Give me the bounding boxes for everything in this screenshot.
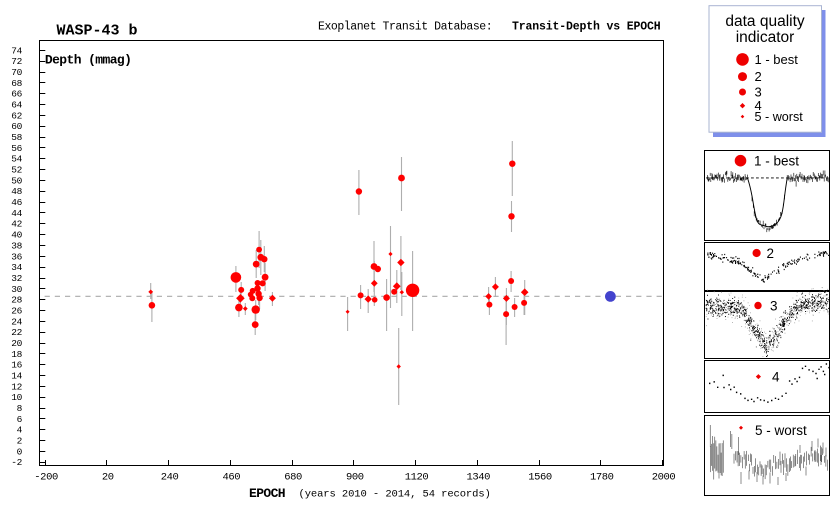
svg-text:Depth (mmag): Depth (mmag): [45, 53, 131, 68]
svg-text:indicator: indicator: [736, 29, 795, 46]
svg-text:42: 42: [11, 219, 22, 230]
svg-text:34: 34: [11, 262, 22, 273]
svg-text:44: 44: [11, 208, 22, 219]
svg-text:8: 8: [17, 403, 23, 414]
svg-text:30: 30: [11, 284, 22, 295]
svg-text:Exoplanet Transit Database:: Exoplanet Transit Database:: [318, 21, 492, 34]
svg-text:58: 58: [11, 132, 22, 143]
svg-text:64: 64: [11, 100, 22, 111]
svg-text:1120: 1120: [405, 472, 429, 484]
svg-text:Transit-Depth vs EPOCH: Transit-Depth vs EPOCH: [512, 21, 661, 34]
svg-text:3: 3: [755, 85, 762, 100]
svg-text:38: 38: [11, 240, 22, 251]
svg-text:32: 32: [11, 273, 22, 284]
svg-text:240: 240: [161, 472, 179, 484]
svg-text:-200: -200: [34, 472, 58, 484]
svg-text:460: 460: [222, 472, 240, 484]
svg-text:60: 60: [11, 121, 22, 132]
svg-text:10: 10: [11, 392, 22, 403]
svg-text:2: 2: [767, 246, 775, 261]
svg-text:4: 4: [772, 370, 780, 385]
svg-text:5 - worst: 5 - worst: [755, 110, 804, 124]
svg-text:6: 6: [17, 414, 23, 425]
svg-text:16: 16: [11, 360, 22, 371]
svg-text:26: 26: [11, 306, 22, 317]
svg-text:5 - worst: 5 - worst: [755, 423, 807, 438]
svg-text:1780: 1780: [590, 472, 614, 484]
svg-text:70: 70: [11, 67, 22, 78]
svg-text:1 - best: 1 - best: [754, 154, 799, 169]
svg-text:54: 54: [11, 154, 22, 165]
svg-text:0: 0: [17, 446, 23, 457]
svg-text:66: 66: [11, 89, 22, 100]
svg-text:62: 62: [11, 110, 22, 121]
svg-text:72: 72: [11, 56, 22, 67]
svg-text:3: 3: [770, 299, 778, 314]
svg-text:2: 2: [17, 436, 23, 447]
svg-text:-2: -2: [11, 457, 22, 468]
svg-text:1340: 1340: [466, 472, 490, 484]
svg-text:68: 68: [11, 78, 22, 89]
svg-text:56: 56: [11, 143, 22, 154]
svg-text:EPOCH: EPOCH: [249, 486, 285, 501]
svg-text:52: 52: [11, 165, 22, 176]
svg-text:2: 2: [755, 69, 762, 84]
svg-text:20: 20: [11, 338, 22, 349]
svg-text:22: 22: [11, 327, 22, 338]
svg-text:46: 46: [11, 197, 22, 208]
svg-text:12: 12: [11, 381, 22, 392]
svg-text:20: 20: [102, 472, 114, 484]
svg-text:36: 36: [11, 251, 22, 262]
svg-text:74: 74: [11, 45, 22, 56]
svg-text:40: 40: [11, 230, 22, 241]
svg-text:4: 4: [17, 425, 23, 436]
svg-text:18: 18: [11, 349, 22, 360]
svg-text:48: 48: [11, 186, 22, 197]
svg-text:1 - best: 1 - best: [755, 52, 799, 67]
svg-text:24: 24: [11, 316, 22, 327]
svg-text:1560: 1560: [528, 472, 552, 484]
svg-text:680: 680: [284, 472, 302, 484]
svg-text:data quality: data quality: [725, 13, 805, 30]
svg-text:(years 2010 - 2014, 54 records: (years 2010 - 2014, 54 records): [299, 489, 491, 501]
svg-text:2000: 2000: [652, 472, 676, 484]
svg-text:4: 4: [755, 98, 762, 113]
svg-text:28: 28: [11, 295, 22, 306]
svg-text:900: 900: [346, 472, 364, 484]
svg-text:14: 14: [11, 371, 22, 382]
svg-text:WASP-43 b: WASP-43 b: [57, 22, 138, 39]
svg-text:50: 50: [11, 175, 22, 186]
